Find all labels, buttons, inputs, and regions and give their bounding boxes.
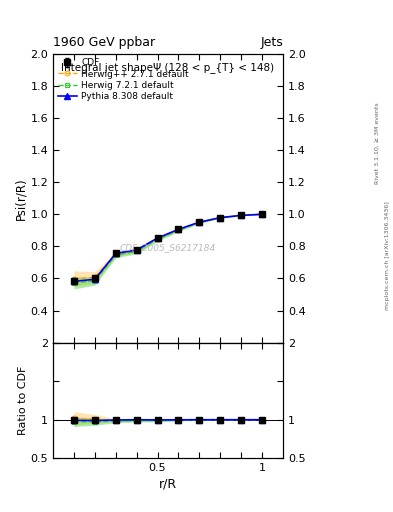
Herwig 7.2.1 default [260, 211, 264, 217]
Pythia 8.308 default [260, 211, 264, 217]
Legend: CDF, Herwig++ 2.7.1 default, Herwig 7.2.1 default, Pythia 8.308 default: CDF, Herwig++ 2.7.1 default, Herwig 7.2.… [56, 56, 191, 103]
Text: CDF_2005_S6217184: CDF_2005_S6217184 [120, 243, 216, 252]
Herwig 7.2.1 default [155, 236, 160, 242]
Herwig++ 2.7.1 default [239, 212, 244, 219]
Herwig++ 2.7.1 default [72, 276, 76, 282]
Herwig 7.2.1 default [72, 280, 76, 286]
Herwig 7.2.1 default [176, 227, 181, 233]
Pythia 8.308 default [218, 215, 222, 221]
Herwig++ 2.7.1 default [134, 247, 139, 253]
Pythia 8.308 default [134, 247, 139, 253]
Herwig++ 2.7.1 default [260, 211, 264, 217]
X-axis label: r/R: r/R [159, 477, 177, 490]
Y-axis label: Psi(r/R): Psi(r/R) [15, 177, 28, 220]
Herwig 7.2.1 default [134, 248, 139, 254]
Line: Pythia 8.308 default: Pythia 8.308 default [71, 211, 265, 284]
Herwig 7.2.1 default [239, 212, 244, 219]
Herwig 7.2.1 default [92, 278, 97, 284]
Text: 1960 GeV ppbar: 1960 GeV ppbar [53, 36, 155, 49]
Herwig++ 2.7.1 default [218, 215, 222, 221]
Herwig 7.2.1 default [218, 215, 222, 221]
Pythia 8.308 default [239, 212, 244, 219]
Herwig 7.2.1 default [197, 220, 202, 226]
Pythia 8.308 default [155, 235, 160, 241]
Herwig 7.2.1 default [114, 252, 118, 258]
Text: Integral jet shapeΨ (128 < p_{T} < 148): Integral jet shapeΨ (128 < p_{T} < 148) [61, 62, 275, 73]
Y-axis label: Ratio to CDF: Ratio to CDF [18, 366, 28, 435]
Line: Herwig++ 2.7.1 default: Herwig++ 2.7.1 default [72, 212, 264, 282]
Text: mcplots.cern.ch [arXiv:1306.3436]: mcplots.cern.ch [arXiv:1306.3436] [385, 202, 389, 310]
Pythia 8.308 default [197, 219, 202, 225]
Herwig++ 2.7.1 default [197, 219, 202, 225]
Text: Jets: Jets [260, 36, 283, 49]
Line: Herwig 7.2.1 default: Herwig 7.2.1 default [72, 212, 264, 285]
Pythia 8.308 default [72, 279, 76, 285]
Herwig++ 2.7.1 default [176, 227, 181, 233]
Herwig++ 2.7.1 default [155, 236, 160, 242]
Text: Rivet 3.1.10, ≥ 3M events: Rivet 3.1.10, ≥ 3M events [375, 102, 380, 184]
Pythia 8.308 default [92, 276, 97, 282]
Pythia 8.308 default [114, 250, 118, 257]
Herwig++ 2.7.1 default [114, 251, 118, 257]
Herwig++ 2.7.1 default [92, 274, 97, 281]
Pythia 8.308 default [176, 226, 181, 232]
